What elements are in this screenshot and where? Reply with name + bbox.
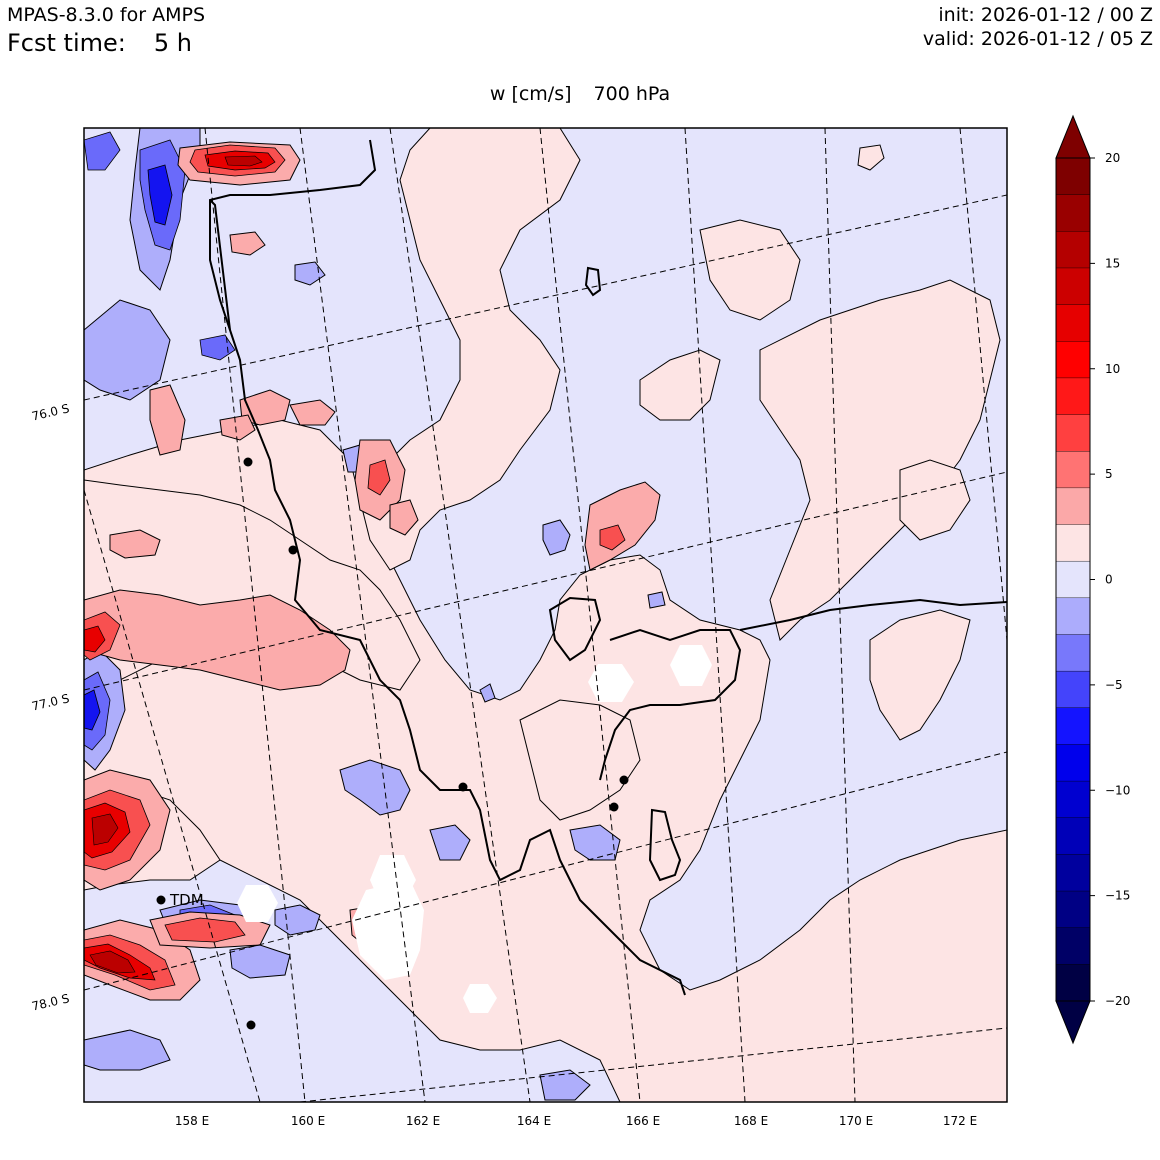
colorbar-segment	[1055, 890, 1091, 929]
colorbar-segment	[1055, 964, 1091, 1002]
init-time: init: 2026-01-12 / 00 Z	[938, 4, 1153, 26]
colorbar-extend-top	[1055, 114, 1091, 159]
lon-label: 164 E	[517, 1114, 551, 1128]
station-label-tdm: TDM	[169, 891, 204, 909]
colorbar-extend-bottom	[1055, 1000, 1091, 1045]
station-markers	[156, 457, 629, 1030]
extreme-positive-regions	[89, 155, 263, 974]
station-marker	[288, 545, 298, 555]
graticule	[84, 128, 1007, 1102]
forecast-time: Fcst time: 5 h	[7, 29, 192, 57]
station-marker	[246, 1020, 256, 1030]
station-marker	[619, 775, 629, 785]
colorbar-tick-label: 15	[1105, 256, 1120, 270]
colorbar-segment	[1055, 231, 1091, 269]
colorbar-segment	[1055, 194, 1091, 233]
colorbar-segment	[1055, 524, 1091, 562]
lon-label: 162 E	[406, 1114, 440, 1128]
model-title: MPAS-8.3.0 for AMPS	[7, 4, 206, 26]
lon-label: 160 E	[291, 1114, 325, 1128]
colorbar-segment	[1055, 817, 1091, 856]
colorbar-segment	[1055, 487, 1091, 526]
colorbar-tick-label: 20	[1105, 151, 1120, 165]
colorbar-segment	[1055, 597, 1091, 636]
colorbar-segment	[1055, 451, 1091, 489]
colorbar-tick-label: 10	[1105, 362, 1120, 376]
variable-name: w [cm/s]	[489, 83, 572, 105]
colorbar-segment	[1055, 634, 1091, 672]
forecast-time-label: Fcst time:	[7, 29, 126, 57]
station-marker	[609, 802, 619, 812]
lon-label: 172 E	[943, 1114, 977, 1128]
colorbar-segment	[1055, 560, 1091, 599]
pressure-level: 700 hPa	[593, 83, 671, 105]
colorbar-tick-label: −10	[1105, 783, 1130, 797]
latitude-labels: 76.0 S 77.0 S 78.0 S	[30, 401, 70, 1013]
lon-label: 166 E	[626, 1114, 660, 1128]
station-marker	[243, 457, 253, 467]
colorbar-tick-label: −5	[1105, 678, 1123, 692]
lat-label: 78.0 S	[30, 991, 70, 1013]
colorbar-segment	[1055, 377, 1091, 416]
longitude-labels: 158 E 160 E 162 E 164 E 166 E 168 E 170 …	[175, 1114, 977, 1128]
lon-label: 168 E	[734, 1114, 768, 1128]
colorbar-tick-label: −15	[1105, 889, 1130, 903]
colorbar-tick-label: −20	[1105, 994, 1130, 1008]
colorbar-segment	[1055, 927, 1091, 966]
station-marker	[458, 782, 468, 792]
map-frame	[83, 127, 1008, 1103]
colorbar-segment	[1055, 744, 1091, 782]
coastline	[209, 139, 1007, 996]
very-strong-negative-regions	[84, 164, 173, 731]
station-marker	[156, 895, 166, 905]
colorbar-segment	[1055, 341, 1091, 379]
colorbar-segment	[1055, 304, 1091, 342]
valid-time: valid: 2026-01-12 / 05 Z	[922, 28, 1153, 50]
colorbar-segment	[1055, 414, 1091, 452]
weak-positive-regions	[84, 128, 1007, 1102]
lon-label: 158 E	[175, 1114, 209, 1128]
lat-label: 77.0 S	[30, 691, 70, 713]
forecast-time-value: 5 h	[153, 29, 192, 57]
colorbar-segment	[1055, 670, 1091, 709]
colorbar-ticks: 20 15 10 5 0 −5 −10 −15 −20	[1090, 151, 1130, 1008]
map-title: w [cm/s] 700 hPa	[0, 83, 1160, 105]
colorbar-segments	[1055, 157, 1091, 1002]
colorbar-tick-label: 5	[1105, 467, 1113, 481]
colorbar-segment	[1055, 854, 1091, 892]
colorbar-segment	[1055, 780, 1091, 819]
colorbar-segment	[1055, 267, 1091, 306]
lon-label: 170 E	[839, 1114, 873, 1128]
colorbar-segment	[1055, 707, 1091, 746]
contour-field: TDM	[84, 128, 1007, 1102]
lat-label: 76.0 S	[30, 401, 70, 423]
colorbar: 20 15 10 5 0 −5 −10 −15 −20	[1055, 114, 1130, 1045]
colorbar-segment	[1055, 157, 1091, 196]
colorbar-tick-label: 0	[1105, 573, 1113, 587]
